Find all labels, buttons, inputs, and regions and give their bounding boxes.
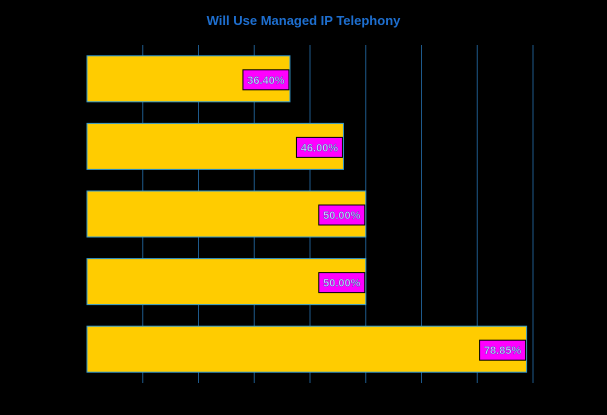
data-label-box [318, 272, 366, 294]
data-label-box [318, 204, 366, 226]
chart-title: Will Use Managed IP Telephony [206, 13, 401, 28]
data-label: 50.00% [323, 278, 361, 290]
data-label-box [242, 69, 290, 91]
data-label-box [479, 339, 527, 361]
data-label: 36.40% [247, 75, 285, 87]
bar [86, 325, 528, 373]
data-labels: 36.40% 46.00% 50.00% 50.00% 78.85% [242, 69, 527, 361]
data-label: 46.00% [301, 142, 339, 154]
bars [86, 55, 528, 373]
data-label: 78.85% [484, 345, 522, 357]
data-label: 50.00% [323, 210, 361, 222]
data-label-box [295, 136, 343, 158]
